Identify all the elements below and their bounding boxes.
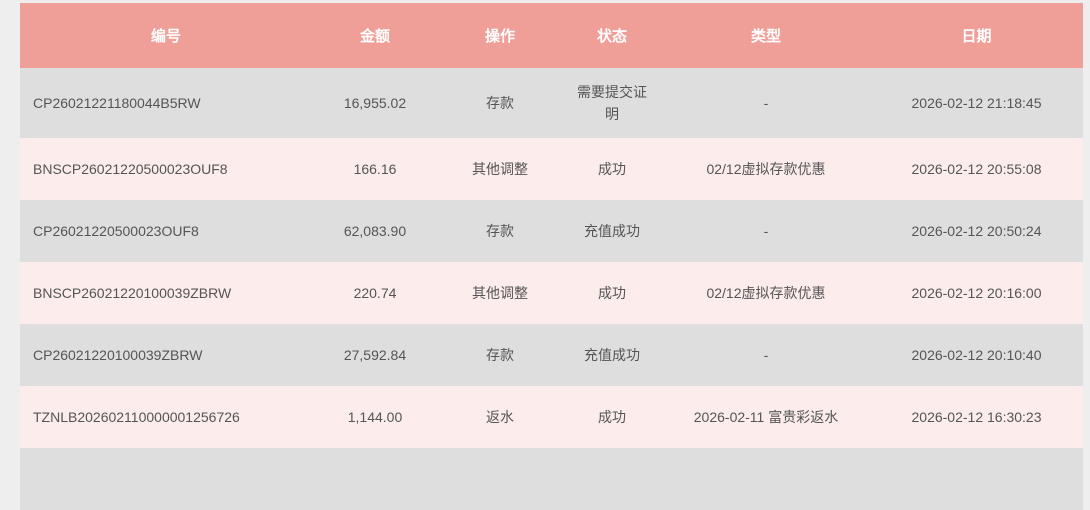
cell-id: BNSCP26021220100039ZBRW (20, 262, 312, 324)
cell-action: 其他调整 (438, 138, 562, 200)
cell-status: 充值成功 (562, 200, 662, 262)
header-date: 日期 (870, 3, 1083, 68)
table-row: CP26021220500023OUF8 62,083.90 存款 充值成功 - 2026… (20, 200, 1083, 262)
cell-status-text: 成功 (598, 161, 626, 177)
cell-action-text: 其他调整 (472, 161, 528, 177)
cell-action: 存款 (438, 324, 562, 386)
cell-status-text: 充值成功 (584, 223, 640, 239)
cell-amount: 27,592.84 (312, 324, 438, 386)
cell-date-text: 2026-02-12 20:16:00 (911, 285, 1042, 301)
cell-type-text: - (763, 347, 769, 363)
cell-action: 存款 (438, 68, 562, 138)
cell-type-text: 02/12虚拟存款优惠 (706, 285, 826, 301)
cell-status-text: 充值成功 (584, 347, 640, 363)
cell-action: 其他调整 (438, 262, 562, 324)
cell-action: 存款 (438, 200, 562, 262)
cell-amount-text: 1,144.00 (347, 409, 403, 425)
cell-amount: 1,144.00 (312, 386, 438, 448)
cell-amount-text: 62,083.90 (343, 223, 407, 239)
cell-id-text: TZNLB202602110000001256726 (33, 409, 240, 425)
cell-action-text: 存款 (486, 95, 514, 111)
cell-type: - (662, 200, 870, 262)
cell-status: 成功 (562, 262, 662, 324)
cell-amount: 62,083.90 (312, 200, 438, 262)
cell-type: 02/12虚拟存款优惠 (662, 262, 870, 324)
cell-date-text: 2026-02-12 20:10:40 (911, 347, 1042, 363)
cell-type: 02/12虚拟存款优惠 (662, 138, 870, 200)
cell-id-text: BNSCP26021220500023OUF8 (33, 161, 228, 177)
cell-date: 2026-02-12 20:55:08 (870, 138, 1083, 200)
header-id: 编号 (20, 3, 312, 68)
header-status: 状态 (562, 3, 662, 68)
cell-type: 2026-02-11 富贵彩返水 (662, 386, 870, 448)
cell-type-text: 02/12虚拟存款优惠 (706, 161, 826, 177)
cell-amount-text: 166.16 (353, 161, 397, 177)
cell-date: 2026-02-12 21:18:45 (870, 68, 1083, 138)
cell-action-text: 其他调整 (472, 285, 528, 301)
cell-action-text: 返水 (486, 409, 514, 425)
table-row: CP26021220100039ZBRW 27,592.84 存款 充值成功 - 2026… (20, 324, 1083, 386)
cell-amount-text: 27,592.84 (343, 347, 407, 363)
cell-date: 2026-02-12 20:50:24 (870, 200, 1083, 262)
table-header: 编号 金额 操作 状态 类型 日期 (20, 3, 1083, 68)
cell-status: 成功 (562, 138, 662, 200)
cell-id-text: CP26021221180044B5RW (33, 95, 201, 111)
cell-type-text: - (763, 95, 769, 111)
cell-id: CP26021221180044B5RW (20, 68, 312, 138)
cell-id: BNSCP26021220500023OUF8 (20, 138, 312, 200)
table-row-partial (20, 448, 1083, 510)
header-amount: 金额 (312, 3, 438, 68)
cell-date-text: 2026-02-12 20:50:24 (911, 223, 1042, 239)
cell-date: 2026-02-12 20:16:00 (870, 262, 1083, 324)
header-action: 操作 (438, 3, 562, 68)
cell-id: TZNLB202602110000001256726 (20, 386, 312, 448)
cell-status: 成功 (562, 386, 662, 448)
cell-amount-text: 220.74 (353, 285, 397, 301)
cell-action: 返水 (438, 386, 562, 448)
cell-empty (20, 448, 1083, 510)
cell-action-text: 存款 (486, 223, 514, 239)
cell-amount: 220.74 (312, 262, 438, 324)
cell-date: 2026-02-12 20:10:40 (870, 324, 1083, 386)
cell-date: 2026-02-12 16:30:23 (870, 386, 1083, 448)
table-row: TZNLB202602110000001256726 1,144.00 返水 成功 20… (20, 386, 1083, 448)
cell-id: CP26021220500023OUF8 (20, 200, 312, 262)
cell-status-text: 需要提交证明 (577, 84, 647, 122)
cell-action-text: 存款 (486, 347, 514, 363)
cell-id-text: CP26021220500023OUF8 (33, 223, 199, 239)
cell-amount-text: 16,955.02 (343, 95, 407, 111)
table-row: BNSCP26021220100039ZBRW 220.74 其他调整 成功 02/12… (20, 262, 1083, 324)
cell-id: CP26021220100039ZBRW (20, 324, 312, 386)
cell-type-text: 2026-02-11 富贵彩返水 (693, 409, 839, 425)
cell-status: 充值成功 (562, 324, 662, 386)
cell-status-text: 成功 (598, 409, 626, 425)
table-row: BNSCP26021220500023OUF8 166.16 其他调整 成功 02/12… (20, 138, 1083, 200)
cell-amount: 166.16 (312, 138, 438, 200)
cell-amount: 16,955.02 (312, 68, 438, 138)
cell-type: - (662, 68, 870, 138)
transactions-table: 编号 金额 操作 状态 类型 日期 CP26021221180044B5RW 16… (20, 3, 1083, 510)
cell-type: - (662, 324, 870, 386)
cell-date-text: 2026-02-12 21:18:45 (911, 95, 1042, 111)
cell-date-text: 2026-02-12 20:55:08 (911, 161, 1042, 177)
cell-id-text: CP26021220100039ZBRW (33, 347, 203, 363)
cell-date-text: 2026-02-12 16:30:23 (911, 409, 1042, 425)
cell-id-text: BNSCP26021220100039ZBRW (33, 285, 232, 301)
header-type: 类型 (662, 3, 870, 68)
cell-type-text: - (763, 223, 769, 239)
cell-status: 需要提交证明 (562, 68, 662, 138)
cell-status-text: 成功 (598, 285, 626, 301)
table-row: CP26021221180044B5RW 16,955.02 存款 需要提交证明 - 20… (20, 68, 1083, 138)
